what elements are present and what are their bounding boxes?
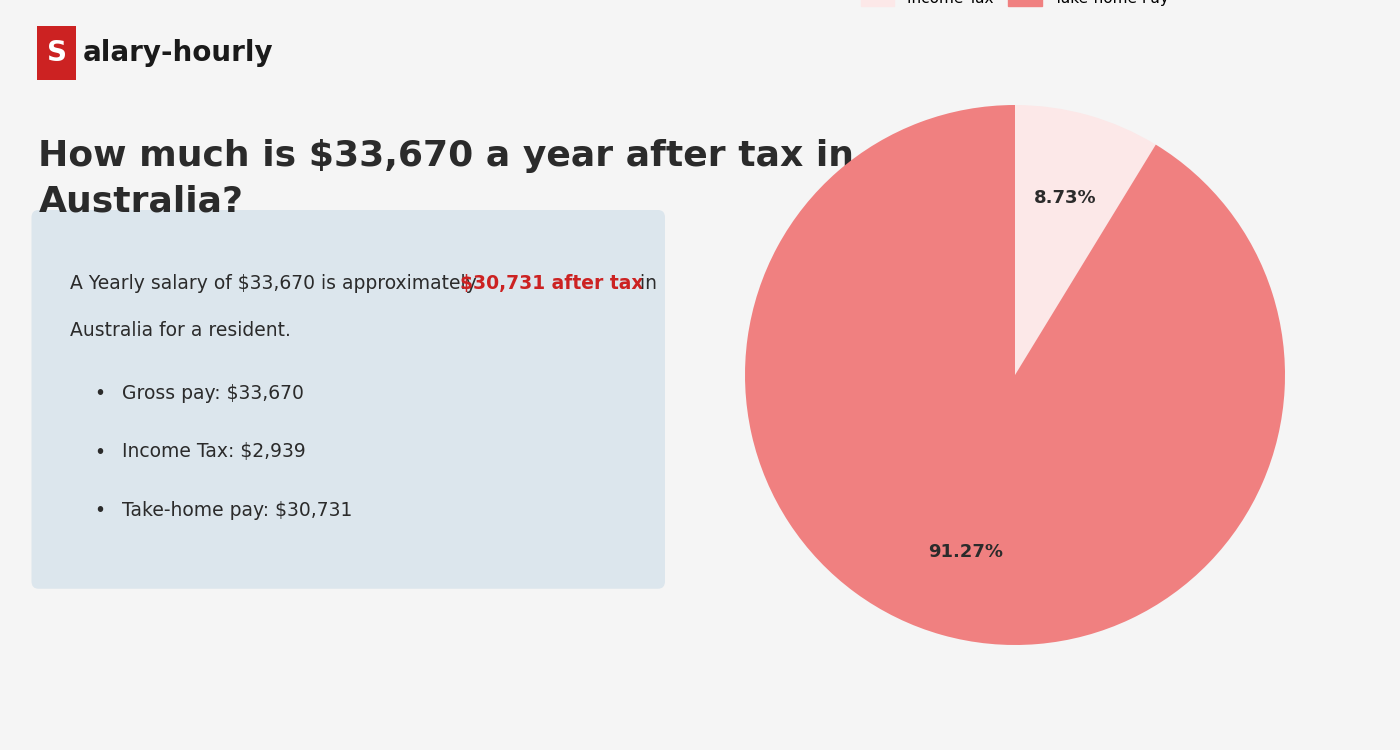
Text: Australia for a resident.: Australia for a resident. (70, 321, 291, 340)
Text: $30,731 after tax: $30,731 after tax (459, 274, 644, 292)
Wedge shape (745, 105, 1285, 645)
Text: •: • (95, 442, 105, 461)
Text: 8.73%: 8.73% (1033, 189, 1096, 207)
Legend: Income Tax, Take-home Pay: Income Tax, Take-home Pay (855, 0, 1175, 13)
FancyBboxPatch shape (31, 210, 665, 589)
Text: 91.27%: 91.27% (928, 543, 1002, 561)
Text: Income Tax: $2,939: Income Tax: $2,939 (123, 442, 307, 461)
Text: •: • (95, 501, 105, 520)
FancyBboxPatch shape (38, 26, 76, 80)
Text: alary-hourly: alary-hourly (83, 39, 273, 68)
Text: How much is $33,670 a year after tax in
Australia?: How much is $33,670 a year after tax in … (39, 139, 854, 219)
Text: S: S (46, 39, 67, 68)
Text: Gross pay: $33,670: Gross pay: $33,670 (123, 384, 304, 403)
Text: •: • (95, 384, 105, 403)
Text: Take-home pay: $30,731: Take-home pay: $30,731 (123, 501, 353, 520)
Text: A Yearly salary of $33,670 is approximately: A Yearly salary of $33,670 is approximat… (70, 274, 483, 292)
Text: in: in (633, 274, 657, 292)
Wedge shape (1015, 105, 1156, 375)
